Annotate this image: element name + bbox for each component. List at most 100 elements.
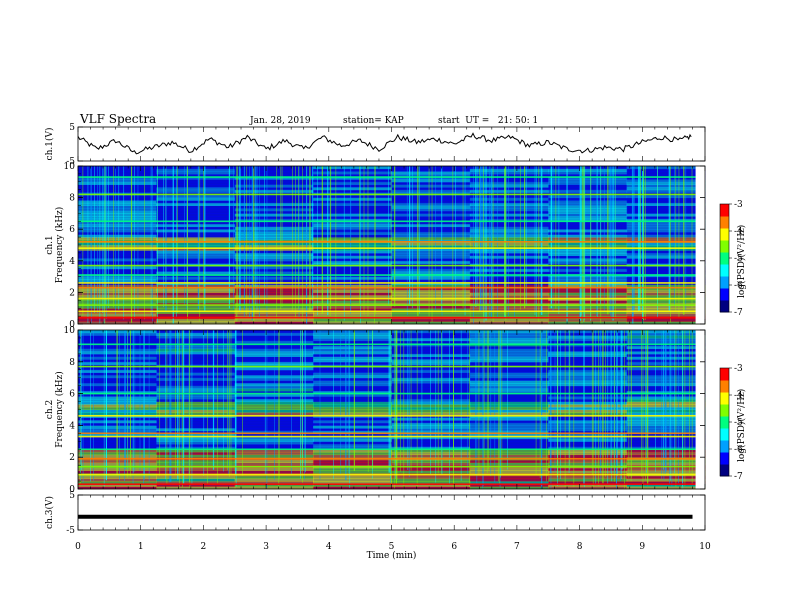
spectrogram-cell [313,255,392,259]
spectrogram-cell [391,255,471,259]
date-label: Jan. 28, 2019 [249,116,311,126]
spectrogram-cell [469,189,549,193]
spectrogram-cell [626,216,706,220]
spectrogram-cell [313,367,392,371]
spectrogram-cell [156,266,236,270]
spectrogram-cell [156,208,236,212]
colorbar-label: log(PSD)(V²/Hz) [736,389,747,462]
spectrogram-cell [548,441,628,445]
spectrogram-cells [78,166,706,325]
spectrogram-cell [156,462,236,466]
spectrogram-cell [78,292,157,296]
y-axis-label-line1: ch.1 [45,235,55,254]
spectrogram-cell [626,478,706,482]
spectrogram-cell [313,231,392,235]
spectrogram-cell [156,308,236,312]
spectrogram-cell [313,449,392,453]
x-tick-label: 3 [263,542,269,552]
colorbar-tick-label: -4 [734,227,743,237]
spectrogram-cell [234,279,314,283]
spectrogram-cell [313,221,392,225]
colorbar-tick-label: -5 [734,418,743,428]
spectrogram-cell [626,271,706,275]
spectrogram-cell [313,313,392,317]
spectrogram-cell [313,234,392,238]
spectrogram-cell [626,171,706,175]
spectrogram-cell [156,438,236,442]
spectrogram-cell [548,348,628,352]
spectrogram-cell [78,168,157,172]
spectrogram-cell [234,168,314,172]
spectrogram-cell [548,258,628,262]
spectrogram-cell [313,223,392,228]
spectrogram-cell [78,247,157,251]
spectrogram-cell [391,292,471,296]
spectrogram-cell [313,284,392,288]
spectrogram-cell [234,404,314,408]
spectrogram-cell [469,313,549,317]
spectrogram-cell [234,385,314,389]
spectrogram-cell [391,276,471,280]
spectrogram-cell [391,404,471,408]
spectrogram-cell [234,250,314,254]
spectrogram-cell [469,181,549,185]
y-axis-label-line2: Frequency (kHz) [54,371,65,448]
spectrogram-cell [234,383,314,387]
colorbar-ch1-spectrogram: -3 -4 -5 -6 -7 log(PSD)(V²/Hz) [719,200,747,318]
spectrogram-cell [391,200,471,204]
spectrogram-cell [78,234,157,238]
spectrogram-cell [313,377,392,381]
spectrogram-cell [156,396,236,400]
spectrogram-cell [313,353,392,357]
spectrogram-cell [469,390,549,395]
spectrogram-cell [626,202,706,206]
spectrogram-cell [156,337,236,342]
spectrogram-cell [234,425,314,429]
spectrogram-cell [313,388,392,392]
spectrogram-cell [548,292,628,296]
spectrogram-cell [234,187,314,191]
spectrogram-cell [156,276,236,280]
spectrogram-cell [234,330,314,334]
spectrogram-cell [391,223,471,228]
spectrogram-cell [469,308,549,312]
spectrogram-cell [626,255,706,259]
spectrogram-cell [234,266,314,270]
spectrogram-cell [391,173,471,178]
spectrogram-cell [391,438,471,442]
spectrogram-cell [469,184,549,188]
spectrogram-cell [234,377,314,381]
x-tick-label: 0 [75,542,81,552]
spectrogram-cell [234,292,314,296]
spectrogram-cell [234,462,314,466]
spectrogram-cell [313,197,392,201]
spectrogram-cell [548,237,628,241]
spectrogram-cell [313,406,392,410]
spectrogram-cell [313,483,392,487]
spectrogram-cell [313,443,392,448]
spectrogram-cell [548,443,628,448]
spectrogram-cell [391,330,471,334]
spectrogram-cell [548,229,628,233]
spectrogram-cell [313,393,392,397]
spectrogram-cell [548,361,628,365]
spectrogram-cell [78,305,157,309]
spectrogram-cell [626,208,706,212]
spectrogram-cell [234,305,314,309]
spectrogram-cell [156,359,236,363]
spectrogram-cell [548,483,628,487]
spectrogram-cell [548,284,628,288]
spectrogram-cell [469,475,549,479]
spectrogram-cell [78,200,157,204]
spectrogram-cell [391,271,471,275]
time-axis: 0 1 2 3 4 5 6 7 8 9 10 Time (min) [75,542,711,561]
spectrogram-cell [156,213,236,217]
spectrogram-cell [469,276,549,280]
spectrogram-blank [695,166,705,324]
spectrogram-cell [156,300,236,304]
spectrogram-cell [469,179,549,183]
spectrogram-cell [626,176,706,180]
spectrogram-cell [391,375,471,379]
spectrogram-cell [313,266,392,270]
spectrogram-cell [469,242,549,246]
